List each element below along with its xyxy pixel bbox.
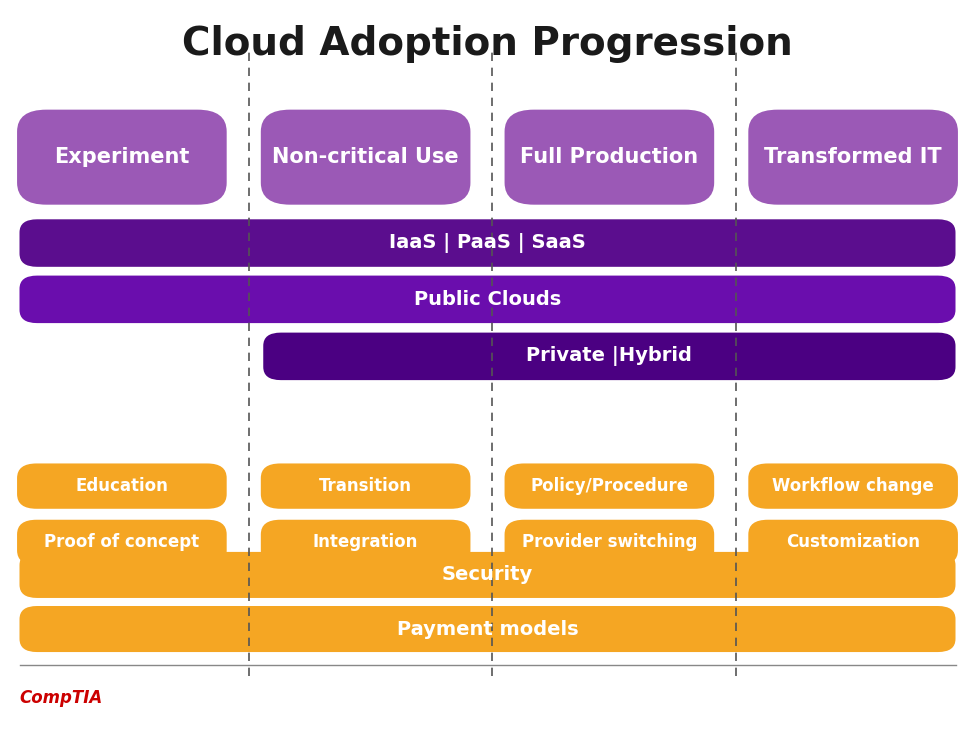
FancyBboxPatch shape — [749, 520, 957, 565]
FancyBboxPatch shape — [505, 463, 714, 509]
FancyBboxPatch shape — [20, 276, 956, 323]
Text: Experiment: Experiment — [55, 147, 189, 167]
Text: Integration: Integration — [313, 534, 418, 551]
FancyBboxPatch shape — [261, 463, 471, 509]
Text: CompTIA: CompTIA — [20, 689, 102, 707]
Text: Private |Hybrid: Private |Hybrid — [526, 346, 692, 366]
Text: Transformed IT: Transformed IT — [764, 147, 942, 167]
FancyBboxPatch shape — [505, 110, 714, 205]
FancyBboxPatch shape — [749, 463, 957, 509]
FancyBboxPatch shape — [20, 219, 956, 267]
FancyBboxPatch shape — [18, 463, 226, 509]
Text: Transition: Transition — [319, 477, 412, 495]
Text: Education: Education — [75, 477, 169, 495]
Text: Full Production: Full Production — [521, 147, 698, 167]
FancyBboxPatch shape — [20, 606, 956, 652]
Text: Cloud Adoption Progression: Cloud Adoption Progression — [182, 25, 793, 63]
Text: Policy/Procedure: Policy/Procedure — [530, 477, 688, 495]
Text: Public Clouds: Public Clouds — [413, 290, 562, 308]
FancyBboxPatch shape — [20, 552, 956, 598]
Text: Security: Security — [442, 566, 533, 584]
Text: Provider switching: Provider switching — [522, 534, 697, 551]
FancyBboxPatch shape — [18, 110, 226, 205]
FancyBboxPatch shape — [18, 520, 226, 565]
Text: Customization: Customization — [786, 534, 920, 551]
FancyBboxPatch shape — [505, 520, 714, 565]
Text: Workflow change: Workflow change — [772, 477, 934, 495]
Text: Proof of concept: Proof of concept — [44, 534, 200, 551]
FancyBboxPatch shape — [261, 110, 471, 205]
FancyBboxPatch shape — [749, 110, 957, 205]
FancyBboxPatch shape — [263, 333, 956, 380]
Text: Non-critical Use: Non-critical Use — [272, 147, 459, 167]
Text: IaaS | PaaS | SaaS: IaaS | PaaS | SaaS — [389, 233, 586, 253]
Text: Payment models: Payment models — [397, 620, 578, 638]
FancyBboxPatch shape — [261, 520, 471, 565]
